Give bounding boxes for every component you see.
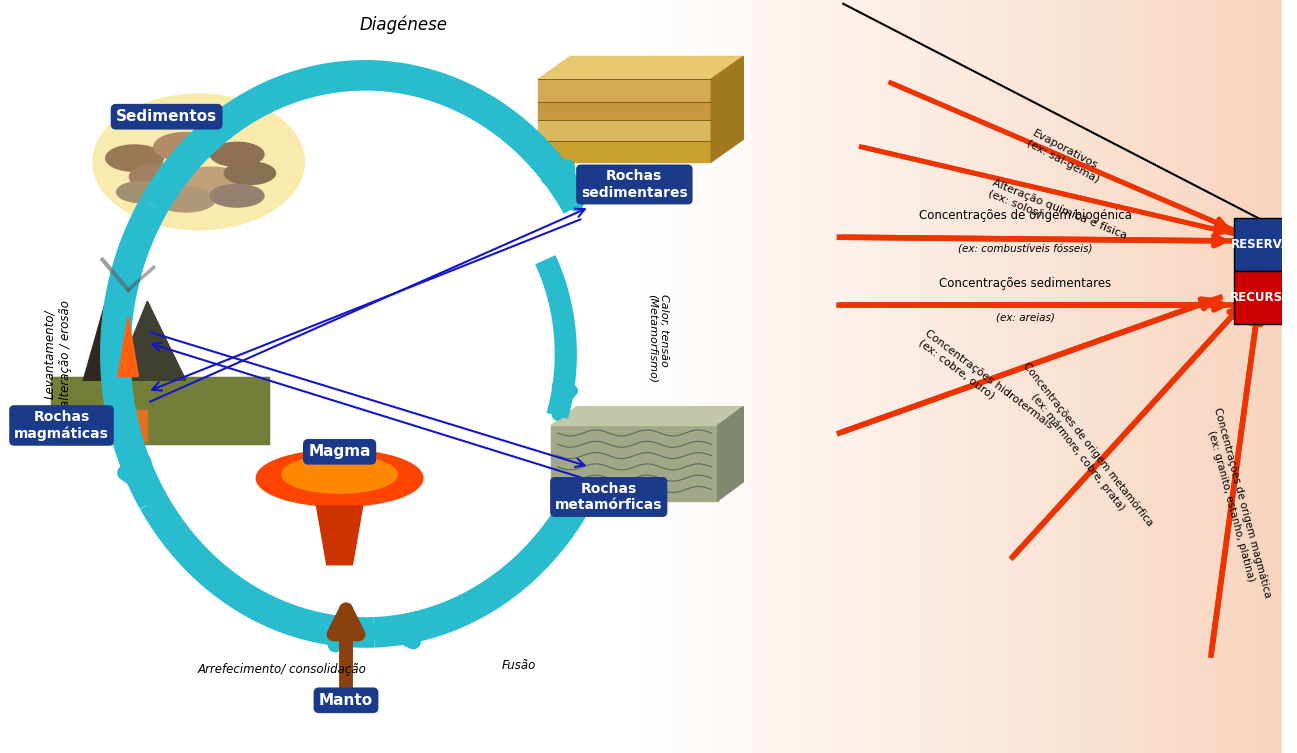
Text: Levantamento/
alteração / erosão: Levantamento/ alteração / erosão <box>44 300 71 407</box>
Ellipse shape <box>224 162 275 184</box>
Text: Fusão: Fusão <box>502 659 536 672</box>
Polygon shape <box>717 407 743 501</box>
Text: Arrefecimento/ consolidação: Arrefecimento/ consolidação <box>197 663 366 675</box>
Ellipse shape <box>130 163 191 190</box>
Ellipse shape <box>93 94 305 230</box>
Text: Rochas
metamórficas: Rochas metamórficas <box>555 482 663 512</box>
Text: Manto: Manto <box>319 693 374 708</box>
Text: RECURSO: RECURSO <box>1230 291 1293 304</box>
Bar <box>52 376 268 444</box>
Bar <box>551 425 717 501</box>
Text: Sedimentos: Sedimentos <box>115 109 217 124</box>
Text: Magma: Magma <box>309 444 371 459</box>
Text: Concentrações hidrotermais
(ex: cobre, ouro): Concentrações hidrotermais (ex: cobre, o… <box>916 328 1054 440</box>
Bar <box>538 102 711 120</box>
Ellipse shape <box>154 133 218 161</box>
Text: Concentrações de origem biogénica: Concentrações de origem biogénica <box>918 209 1132 222</box>
Ellipse shape <box>210 184 265 207</box>
Ellipse shape <box>179 167 244 194</box>
Text: Concentrações sedimentares: Concentrações sedimentares <box>939 277 1112 290</box>
Polygon shape <box>118 316 139 376</box>
Polygon shape <box>316 506 363 565</box>
Bar <box>538 120 711 142</box>
Text: RESERVA: RESERVA <box>1231 238 1291 252</box>
Polygon shape <box>538 56 743 79</box>
Text: Diagénese: Diagénese <box>359 15 447 34</box>
Text: (ex: combustíveis fósseis): (ex: combustíveis fósseis) <box>958 245 1092 255</box>
Ellipse shape <box>281 456 397 493</box>
Polygon shape <box>551 407 743 425</box>
Text: Alteração química e física
(ex: solos): Alteração química e física (ex: solos) <box>987 177 1128 252</box>
Polygon shape <box>83 290 141 380</box>
Bar <box>538 142 711 162</box>
Ellipse shape <box>257 450 423 507</box>
Text: (ex: areias): (ex: areias) <box>996 312 1054 322</box>
Text: Concentrações de origem metamórfica
(ex: mármore, cobre, prata): Concentrações de origem metamórfica (ex:… <box>1012 361 1154 535</box>
Ellipse shape <box>157 187 215 212</box>
Bar <box>538 79 711 102</box>
Ellipse shape <box>210 142 265 166</box>
Bar <box>1235 271 1288 324</box>
Ellipse shape <box>117 181 165 203</box>
Polygon shape <box>711 56 743 162</box>
Text: Concentrações de origem magmática
(ex: granito, estanho, platina): Concentrações de origem magmática (ex: g… <box>1201 407 1272 602</box>
Polygon shape <box>115 301 185 380</box>
Text: Evaporativos
(ex: sal-gema): Evaporativos (ex: sal-gema) <box>1025 128 1106 185</box>
Bar <box>52 376 268 444</box>
Bar <box>70 410 148 441</box>
Text: Rochas
magmáticas: Rochas magmáticas <box>14 410 109 441</box>
Text: Rochas
sedimentares: Rochas sedimentares <box>581 169 687 200</box>
Ellipse shape <box>106 145 163 172</box>
Text: Calor, tensão
(Metamorfismo): Calor, tensão (Metamorfismo) <box>647 294 669 383</box>
Bar <box>1235 218 1288 271</box>
